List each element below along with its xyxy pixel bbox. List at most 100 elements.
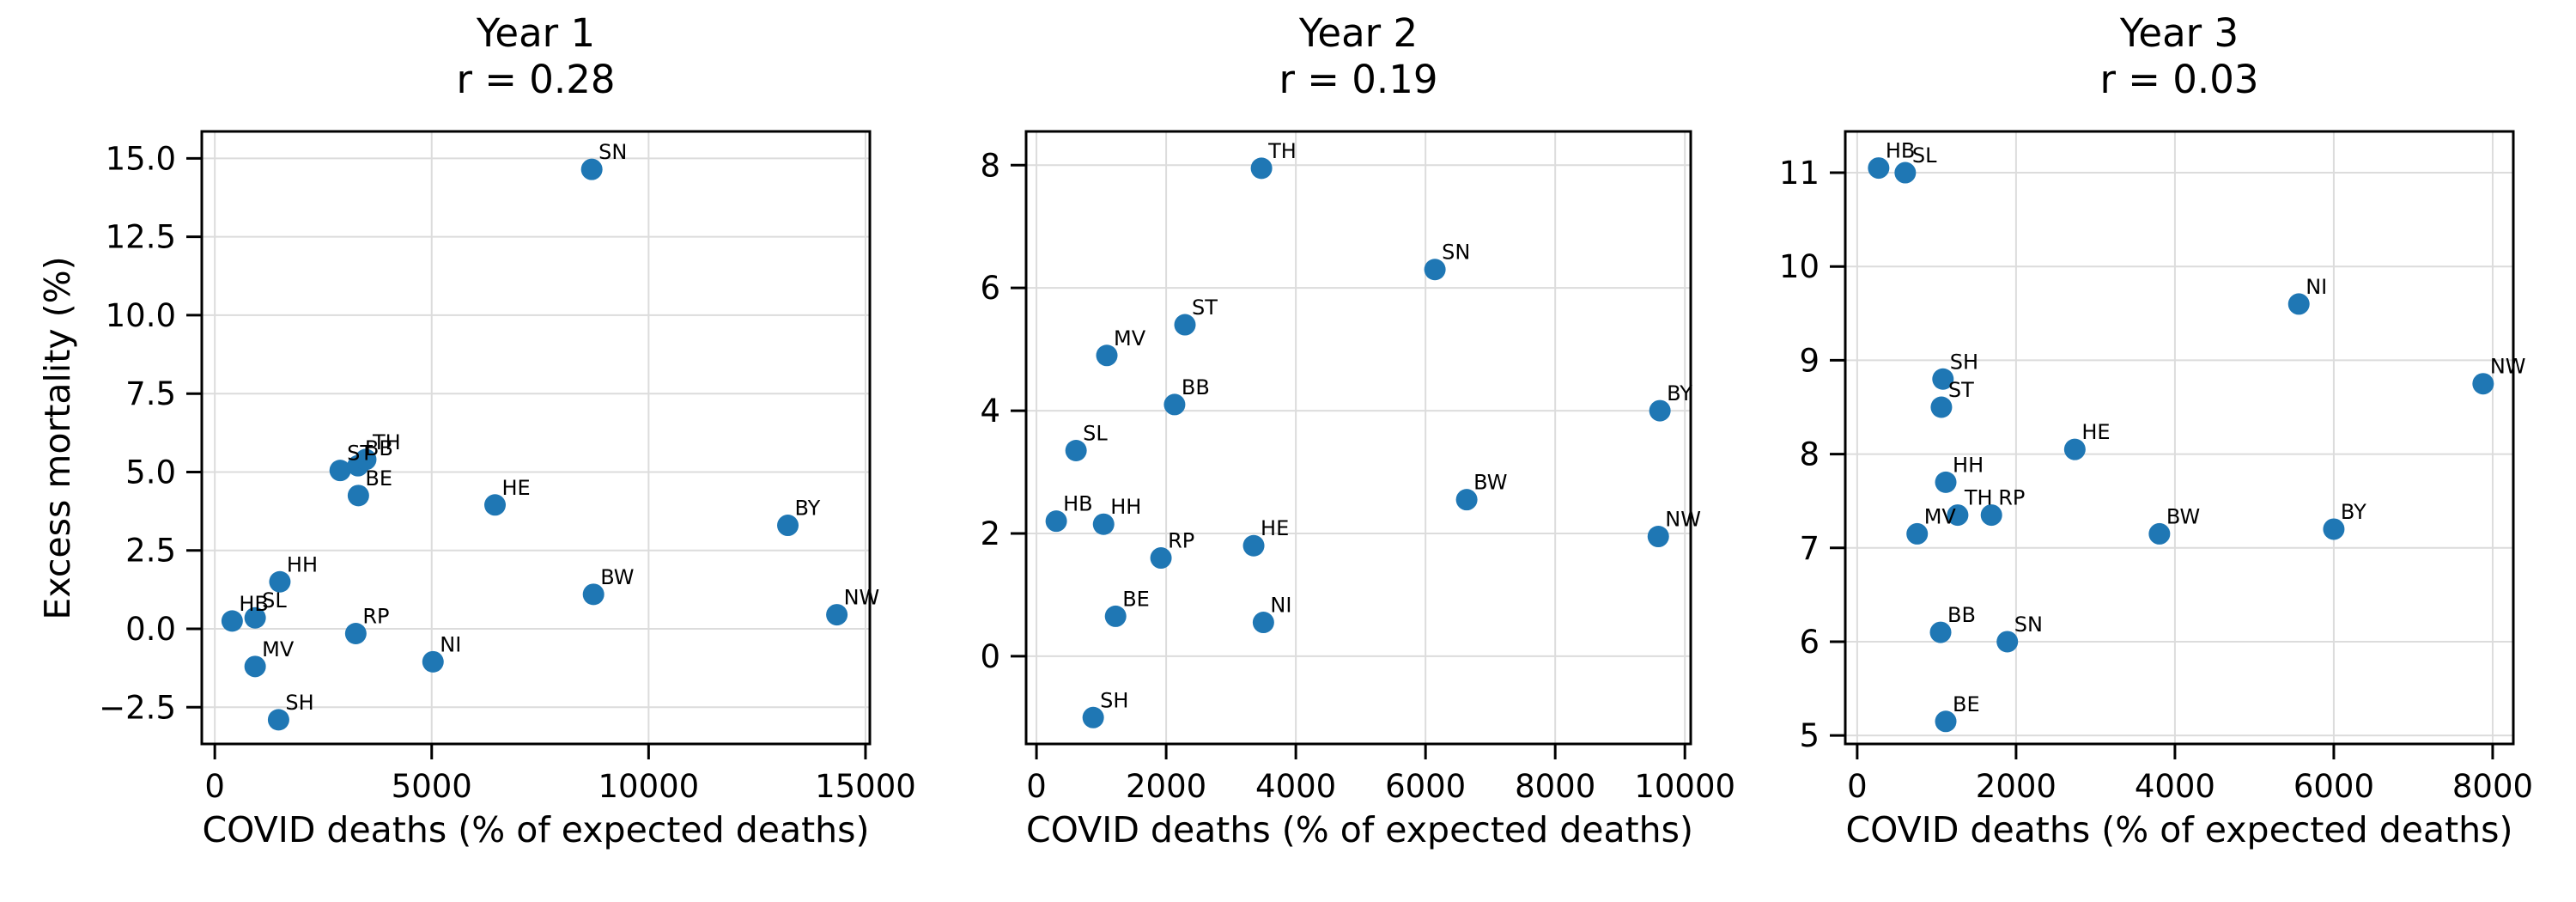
point-label-BW: BW bbox=[1473, 471, 1507, 495]
point-label-SN: SN bbox=[1442, 241, 1470, 265]
panel-year-2: Year 2 r = 0.19 0 2000 4000 6000 8000 10000 0 2… bbox=[980, 0, 1735, 902]
panel-title-line1: Year 1 bbox=[476, 10, 596, 56]
point-label-TH: TH bbox=[1267, 139, 1297, 163]
y-tick-label: 15.0 bbox=[106, 140, 176, 177]
data-point-TH bbox=[1947, 504, 1969, 527]
data-point-SN bbox=[1424, 259, 1446, 281]
data-point-TH bbox=[1250, 157, 1273, 180]
point-label-HB: HB bbox=[239, 592, 269, 616]
point-label-ST: ST bbox=[1192, 296, 1218, 320]
x-tick-label: 4000 bbox=[2135, 768, 2215, 805]
panel-title: Year 3 r = 0.03 bbox=[1845, 10, 2513, 103]
point-label-MV: MV bbox=[262, 637, 295, 661]
data-point-SH bbox=[1932, 368, 1954, 390]
x-tick-label: 8000 bbox=[1515, 768, 1595, 805]
point-label-HE: HE bbox=[502, 476, 531, 500]
point-label-SN: SN bbox=[2014, 613, 2043, 637]
point-label-SN: SN bbox=[598, 140, 627, 164]
data-point-NW bbox=[826, 604, 848, 626]
point-label-HH: HH bbox=[1953, 453, 1984, 477]
y-tick-label: 5 bbox=[1799, 717, 1820, 754]
axes-spine bbox=[200, 130, 872, 746]
point-label-SH: SH bbox=[285, 691, 313, 715]
point-label-HE: HE bbox=[1261, 516, 1289, 540]
x-tick-label: 0 bbox=[1026, 768, 1047, 805]
point-label-ST: ST bbox=[347, 442, 373, 466]
x-tick-label: 2000 bbox=[1976, 768, 2057, 805]
y-tick-label: 0 bbox=[980, 638, 1000, 675]
point-label-SL: SL bbox=[262, 588, 287, 613]
x-tick-label: 8000 bbox=[2452, 768, 2533, 805]
y-tick-label: 8 bbox=[1799, 436, 1820, 473]
y-tick-label: 10 bbox=[1779, 248, 1820, 285]
data-point-SL bbox=[1894, 162, 1917, 184]
panel-title-line1: Year 2 bbox=[1298, 10, 1419, 56]
point-label-SL: SL bbox=[1912, 143, 1937, 168]
y-tick-label: −2.5 bbox=[99, 689, 176, 726]
point-label-HH: HH bbox=[287, 552, 318, 576]
data-point-BY bbox=[2323, 518, 2345, 540]
panel-title: Year 1 r = 0.28 bbox=[202, 10, 870, 103]
data-point-HH bbox=[269, 570, 291, 593]
data-point-BE bbox=[1104, 605, 1127, 627]
point-label-BY: BY bbox=[1667, 381, 1692, 405]
data-point-BB bbox=[1929, 621, 1952, 643]
y-tick-label: 6 bbox=[1799, 624, 1820, 661]
point-label-RP: RP bbox=[1168, 529, 1194, 553]
data-point-SL bbox=[1065, 440, 1087, 462]
y-tick-label: 10.0 bbox=[106, 297, 176, 334]
data-point-RP bbox=[1980, 504, 2002, 527]
data-point-SH bbox=[267, 709, 289, 731]
point-label-BB: BB bbox=[365, 436, 393, 460]
data-point-BY bbox=[777, 515, 799, 537]
data-point-HB bbox=[1045, 510, 1067, 533]
point-label-ST: ST bbox=[1948, 378, 1974, 402]
scatter-plot-year-1: 0 5000 10000 15000 −2.5 0.0 2.5 5.0 7.5 10.0 12.5 1… bbox=[99, 130, 916, 805]
data-point-TH bbox=[355, 448, 377, 471]
x-tick-label: 6000 bbox=[1385, 768, 1466, 805]
data-point-RP bbox=[1150, 547, 1172, 570]
point-label-BY: BY bbox=[795, 497, 821, 521]
data-point-ST bbox=[1174, 314, 1196, 336]
x-tick-label: 10000 bbox=[598, 768, 699, 805]
data-point-RP bbox=[344, 622, 367, 644]
scatter-plot-year-2: 0 2000 4000 6000 8000 10000 0 2 4 6 8 HB SL SH HH MV BE R… bbox=[980, 130, 1735, 805]
point-label-BE: BE bbox=[1953, 692, 1980, 716]
point-label-NW: NW bbox=[2490, 355, 2526, 379]
data-point-HE bbox=[484, 494, 507, 516]
point-label-BB: BB bbox=[1182, 375, 1210, 399]
data-point-NW bbox=[1647, 526, 1669, 548]
data-point-BE bbox=[1935, 710, 1957, 733]
data-point-NW bbox=[2472, 373, 2494, 395]
data-point-NI bbox=[422, 650, 444, 673]
point-label-BW: BW bbox=[600, 565, 634, 589]
data-point-HH bbox=[1092, 513, 1115, 535]
data-point-SL bbox=[244, 606, 266, 629]
point-label-RP: RP bbox=[362, 604, 389, 628]
point-label-NI: NI bbox=[440, 632, 461, 656]
data-point-BW bbox=[2148, 522, 2171, 545]
data-point-BW bbox=[582, 583, 605, 606]
y-tick-label: 6 bbox=[980, 270, 1000, 307]
y-tick-label: 0.0 bbox=[125, 611, 176, 648]
x-axis-label: COVID deaths (% of expected deaths) bbox=[1845, 809, 2513, 850]
y-tick-label: 5.0 bbox=[125, 454, 176, 491]
point-label-NI: NI bbox=[2306, 275, 2327, 299]
point-label-BB: BB bbox=[1947, 603, 1976, 627]
point-label-HB: HB bbox=[1063, 492, 1093, 516]
x-tick-label: 5000 bbox=[392, 768, 472, 805]
point-label-HE: HE bbox=[2081, 420, 2110, 444]
point-label-SL: SL bbox=[1083, 422, 1108, 446]
point-label-HH: HH bbox=[1110, 495, 1141, 519]
point-label-SH: SH bbox=[1950, 350, 1978, 374]
point-label-MV: MV bbox=[1924, 504, 1957, 528]
data-point-MV bbox=[244, 655, 266, 678]
data-point-ST bbox=[329, 460, 351, 482]
y-tick-label: 11 bbox=[1779, 155, 1820, 192]
y-tick-label: 2 bbox=[980, 515, 1000, 552]
data-point-MV bbox=[1906, 522, 1929, 545]
data-point-ST bbox=[1930, 396, 1953, 418]
x-axis-label: COVID deaths (% of expected deaths) bbox=[1026, 809, 1693, 850]
